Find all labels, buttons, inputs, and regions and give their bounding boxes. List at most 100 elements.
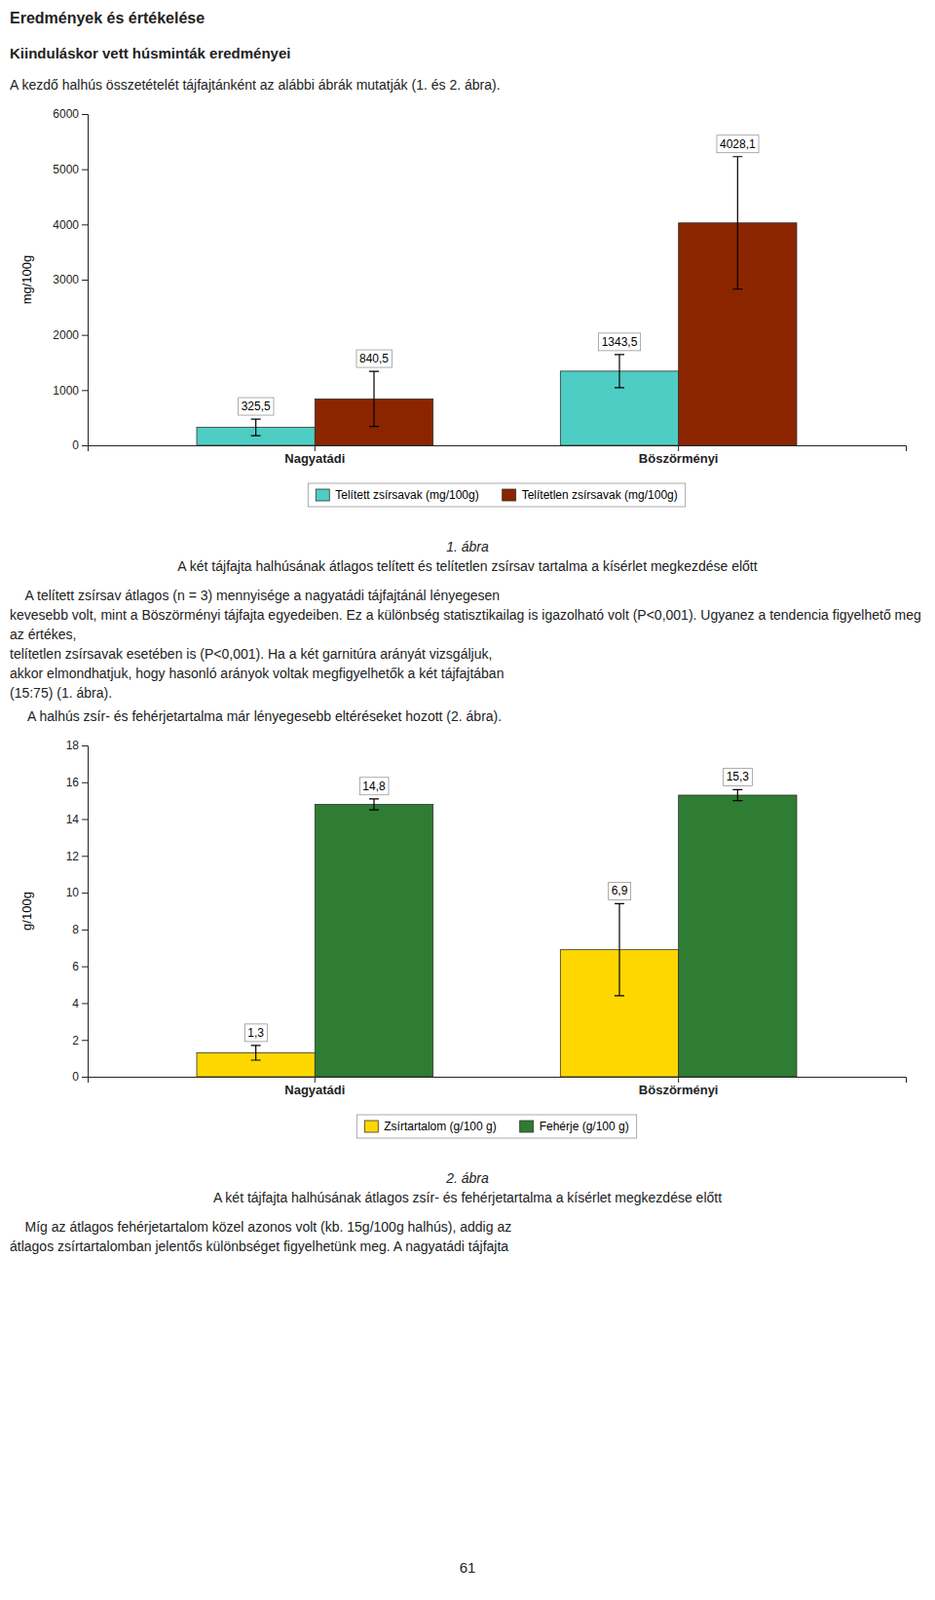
data-label: 4028,1	[719, 137, 756, 151]
y-tick-mark	[81, 335, 88, 337]
y-tick: 6000	[52, 107, 88, 121]
data-label-box	[244, 1023, 267, 1042]
paragraph-line: kevesebb volt, mint a Böszörményi tájfaj…	[9, 604, 926, 644]
legend-label: Telítetlen zsírsavak (mg/100g)	[522, 487, 678, 502]
paragraph-line: Míg az átlagos fehérjetartalom közel azo…	[9, 1216, 926, 1236]
legend-items: Zsírtartalom (g/100 g) Fehérje (g/100 g)	[364, 1119, 629, 1133]
data-label-group: 325,5	[238, 397, 274, 415]
y-tick-mark	[81, 224, 88, 225]
y-tick: 12	[66, 849, 88, 863]
y-axis-line	[81, 746, 89, 1078]
y-tick: 1000	[52, 383, 88, 398]
data-label: 1343,5	[601, 335, 638, 349]
data-label: 840,5	[359, 351, 389, 366]
figure-caption: A két tájfajta halhúsának átlagos zsír- …	[9, 1187, 926, 1207]
x-axis-line	[88, 446, 907, 452]
paragraph-line: A telített zsírsav átlagos (n = 3) menny…	[9, 585, 926, 605]
y-tick-label: 12	[66, 849, 80, 863]
x-tick-mark	[677, 1076, 679, 1083]
y-tick-label: 6	[72, 959, 79, 973]
data-label-group: 1343,5	[598, 333, 641, 351]
legend-label: Telített zsírsavak (mg/100g)	[335, 487, 479, 502]
y-tick-label: 14	[66, 812, 80, 826]
page-number: 61	[0, 1558, 935, 1575]
y-tick-mark	[81, 279, 88, 281]
y-tick-label: 16	[66, 775, 80, 789]
data-label-box	[598, 333, 641, 351]
y-tick-label: 6000	[52, 107, 79, 121]
y-tick-mark	[81, 169, 88, 171]
x-axis: NagyatádiBöszörményi	[88, 1076, 907, 1097]
data-labels: 1,36,914,815,3	[244, 767, 752, 1042]
paragraph-line: telítetlen zsírsavak esetében is (P<0,00…	[9, 643, 926, 664]
y-tick-label: 3000	[52, 272, 79, 287]
x-tick-label: Böszörményi	[638, 450, 719, 466]
y-tick-label: 0	[72, 1069, 79, 1084]
y-tick-mark	[81, 892, 88, 894]
data-label-group: 840,5	[356, 349, 392, 368]
y-tick: 18	[66, 738, 88, 752]
y-tick-mark	[81, 782, 88, 784]
legend-item: Telített zsírsavak (mg/100g)	[315, 487, 479, 502]
y-tick-label: 2000	[52, 328, 79, 342]
error-bar	[369, 371, 379, 427]
data-label: 14,8	[362, 779, 386, 793]
data-label-box	[716, 135, 759, 153]
legend-swatch	[520, 1120, 534, 1132]
legend-item: Zsírtartalom (g/100 g)	[364, 1119, 496, 1133]
data-label-group: 14,8	[359, 777, 389, 795]
y-tick-mark	[81, 1002, 88, 1004]
error-bar	[251, 418, 262, 436]
x-tick-label: Böszörményi	[638, 1082, 719, 1097]
error-bar	[614, 902, 625, 995]
y-tick-mark	[81, 113, 88, 115]
legend-frame	[356, 1114, 636, 1138]
y-tick: 0	[72, 1069, 88, 1084]
figure-caption-title: 1. ábra	[9, 536, 926, 557]
data-label-box	[238, 397, 274, 415]
section-title: Kiinduláskor vett húsminták eredményei	[9, 44, 926, 62]
y-axis-title: g/100g	[19, 891, 35, 931]
page: Eredmények és értékeléseKiinduláskor vet…	[0, 0, 935, 1256]
marks	[196, 788, 797, 1077]
y-tick: 8	[72, 922, 88, 936]
y-tick-label: 5000	[52, 162, 79, 177]
y-tick: 10	[66, 885, 88, 899]
y-tick-mark	[81, 445, 88, 447]
legend: Zsírtartalom (g/100 g) Fehérje (g/100 g)	[356, 1114, 636, 1138]
x-tick: Nagyatádi	[284, 445, 345, 466]
error-bar	[732, 788, 743, 800]
data-label-group: 1,3	[244, 1023, 267, 1042]
legend: Telített zsírsavak (mg/100g) Telítetlen z…	[307, 483, 685, 507]
y-tick-mark	[81, 745, 88, 747]
x-tick: Böszörményi	[638, 1076, 719, 1097]
data-label-box	[608, 881, 632, 899]
y-tick-label: 1000	[52, 383, 79, 398]
y-tick: 2000	[52, 328, 88, 342]
plot: 0 2 4 6 8 10 12 14 16 18 NagyatádiBöszörményi g/100…	[19, 738, 907, 1138]
y-tick-label: 2	[72, 1033, 79, 1048]
error-bar	[369, 798, 379, 810]
paragraph-line: A halhús zsír- és fehérjetartalma már lé…	[9, 706, 926, 726]
x-tick-mark	[314, 445, 316, 451]
y-axis-title: mg/100g	[19, 255, 35, 305]
data-label: 6,9	[611, 883, 629, 898]
data-label-box	[723, 767, 753, 786]
paragraph-line: A kezdő halhús összetételét tájfajtánkén…	[9, 74, 926, 95]
y-tick: 4	[72, 996, 88, 1010]
legend-label: Fehérje (g/100 g)	[539, 1119, 630, 1133]
y-tick: 5000	[52, 162, 88, 177]
x-tick-label: Nagyatádi	[284, 450, 345, 466]
legend-swatch	[502, 488, 517, 501]
y-tick: 6	[72, 959, 88, 973]
bar-chart: 0 2 4 6 8 10 12 14 16 18 NagyatádiBöszörményi g/100…	[9, 725, 926, 1164]
data-label-group: 4028,1	[716, 135, 759, 153]
y-tick: 16	[66, 775, 88, 789]
y-tick-label: 4000	[52, 218, 79, 232]
y-tick-mark	[81, 1039, 88, 1041]
plot: 0100020003000400050006000NagyatádiBöször…	[19, 107, 907, 507]
y-tick-mark	[81, 819, 88, 821]
data-label-box	[359, 777, 389, 795]
paragraph-line: átlagos zsírtartalomban jelentős különbs…	[9, 1235, 926, 1256]
y-tick-mark	[81, 966, 88, 968]
